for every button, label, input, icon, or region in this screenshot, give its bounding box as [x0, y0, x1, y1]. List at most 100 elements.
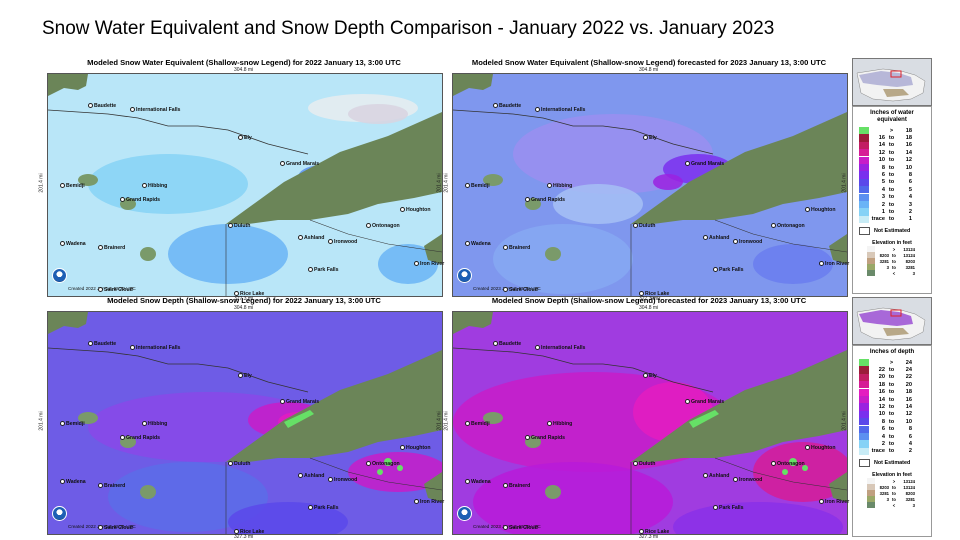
legend-swatch: [859, 149, 869, 157]
city-label: Ashland: [703, 235, 729, 241]
city-label: Hibbing: [142, 183, 167, 189]
panel-swe-2023: Modeled Snow Water Equivalent (Shallow-s…: [444, 58, 850, 304]
city-label: Bemidji: [465, 183, 490, 189]
legend-high: 22: [905, 374, 912, 381]
legend-low: 12: [878, 404, 885, 411]
city-label: Baudette: [493, 103, 521, 109]
elevation-row: 3 to 3281: [853, 496, 931, 502]
legend-title-line2: equivalent: [877, 117, 907, 123]
city-label: Saint Cloud: [503, 525, 538, 531]
legend-to: to: [888, 186, 895, 193]
city-label: Houghton: [400, 445, 431, 451]
elevation-to: >: [892, 478, 896, 484]
left-dimension: 201.4 mi: [443, 411, 450, 431]
legend-swatch: [859, 425, 869, 433]
elevation-high: 3281: [905, 496, 915, 502]
top-dimension: 304.8 mi: [639, 67, 659, 73]
legend-to: to: [888, 172, 895, 179]
noaa-logo-icon: [457, 268, 472, 283]
top-dimension: 304.8 mi: [639, 305, 659, 311]
legend-high: 16: [905, 396, 912, 403]
city-label: Ontonagon: [771, 223, 805, 229]
city-label: Saint Cloud: [98, 287, 133, 293]
elevation-to: to: [892, 258, 896, 264]
elevation-to: to: [892, 264, 896, 270]
elevation-to: to: [892, 496, 896, 502]
elevation-high: 13124: [903, 246, 915, 252]
legend-high: 4: [908, 194, 912, 201]
legend-row: 14 to 16: [853, 141, 931, 150]
map-view[interactable]: [47, 311, 443, 535]
city-label: Ashland: [298, 235, 324, 241]
map-view[interactable]: [47, 73, 443, 297]
legend-high: 12: [905, 411, 912, 418]
legend-to: to: [888, 389, 895, 396]
legend-swatch: [859, 433, 869, 441]
legend-low: 6: [881, 172, 885, 179]
legend-title-line1: Inches of water: [870, 110, 914, 116]
elevation-row: > 13124: [853, 246, 931, 252]
legend-row: 3 to 4: [853, 193, 931, 201]
legend-swatch: [859, 396, 869, 404]
legend-high: 14: [905, 149, 912, 156]
city-label: Ashland: [703, 473, 729, 479]
bottom-dimension: 327.3 mi: [234, 534, 254, 540]
elevation-swatch: [867, 502, 875, 508]
legend-depth: Inches of depth > 24 22 to 24 20 to 22 1…: [852, 345, 932, 537]
city-label: Saint Cloud: [98, 525, 133, 531]
city-label: Ely: [643, 373, 657, 379]
legend-high: 2: [908, 448, 912, 455]
map-image: [48, 312, 442, 534]
legend-to: to: [888, 201, 895, 208]
elevation-row: < 3: [853, 270, 931, 276]
elevation-high: 8203: [905, 490, 915, 496]
legend-low: trace: [871, 216, 885, 223]
city-label: Bemidji: [60, 183, 85, 189]
city-label: Baudette: [88, 103, 116, 109]
legend-high: 3: [908, 201, 912, 208]
city-label: Rice Lake: [234, 291, 264, 297]
not-estimated-label: Not Estimated: [874, 228, 911, 235]
map-view[interactable]: [452, 311, 848, 535]
elevation-high: 3281: [905, 264, 915, 270]
elevation-row: 8203 to 13124: [853, 252, 931, 258]
legend-high: 18: [905, 135, 912, 142]
city-label: Baudette: [88, 341, 116, 347]
elevation-high: 3: [912, 502, 915, 508]
elevation-row: 3 to 3281: [853, 264, 931, 270]
panel-title: Modeled Snow Depth (Shallow-snow Legend)…: [107, 296, 381, 305]
city-label: Brainerd: [503, 245, 530, 251]
elevation-swatch: [867, 484, 875, 490]
legend-row: 1 to 2: [853, 208, 931, 216]
elevation-to: to: [892, 252, 896, 258]
city-label: Ely: [643, 135, 657, 141]
legend-low: 6: [881, 426, 885, 433]
map-view[interactable]: [452, 73, 848, 297]
city-label: Saint Cloud: [503, 287, 538, 293]
legend-to: to: [888, 164, 895, 171]
legend-swatch: [859, 193, 869, 201]
city-label: Brainerd: [98, 483, 125, 489]
legend-swatch: [859, 178, 869, 187]
legend-title: Inches of depth: [855, 349, 929, 356]
panel-title: Modeled Snow Depth (Shallow-snow Legend)…: [491, 296, 807, 305]
legend-row: > 18: [853, 127, 931, 135]
city-label: Grand Rapids: [120, 435, 160, 441]
city-label: Duluth: [228, 461, 250, 467]
city-label: Wadena: [465, 479, 491, 485]
legend-row: 8 to 10: [853, 418, 931, 426]
legend-to: >: [889, 127, 894, 134]
city-label: Ely: [238, 373, 252, 379]
legend-high: 12: [905, 157, 912, 164]
top-dimension: 304.8 mi: [234, 67, 254, 73]
legend-swatch: [859, 447, 869, 455]
city-label: Ontonagon: [366, 223, 400, 229]
legend-row: 8 to 10: [853, 164, 931, 172]
city-label: Grand Rapids: [120, 197, 160, 203]
legend-to: to: [888, 448, 895, 455]
legend-row: 10 to 12: [853, 410, 931, 419]
not-estimated-swatch: [859, 227, 870, 236]
legend-row: 6 to 8: [853, 425, 931, 433]
elevation-to: >: [892, 246, 896, 252]
legend-to: to: [888, 367, 895, 374]
